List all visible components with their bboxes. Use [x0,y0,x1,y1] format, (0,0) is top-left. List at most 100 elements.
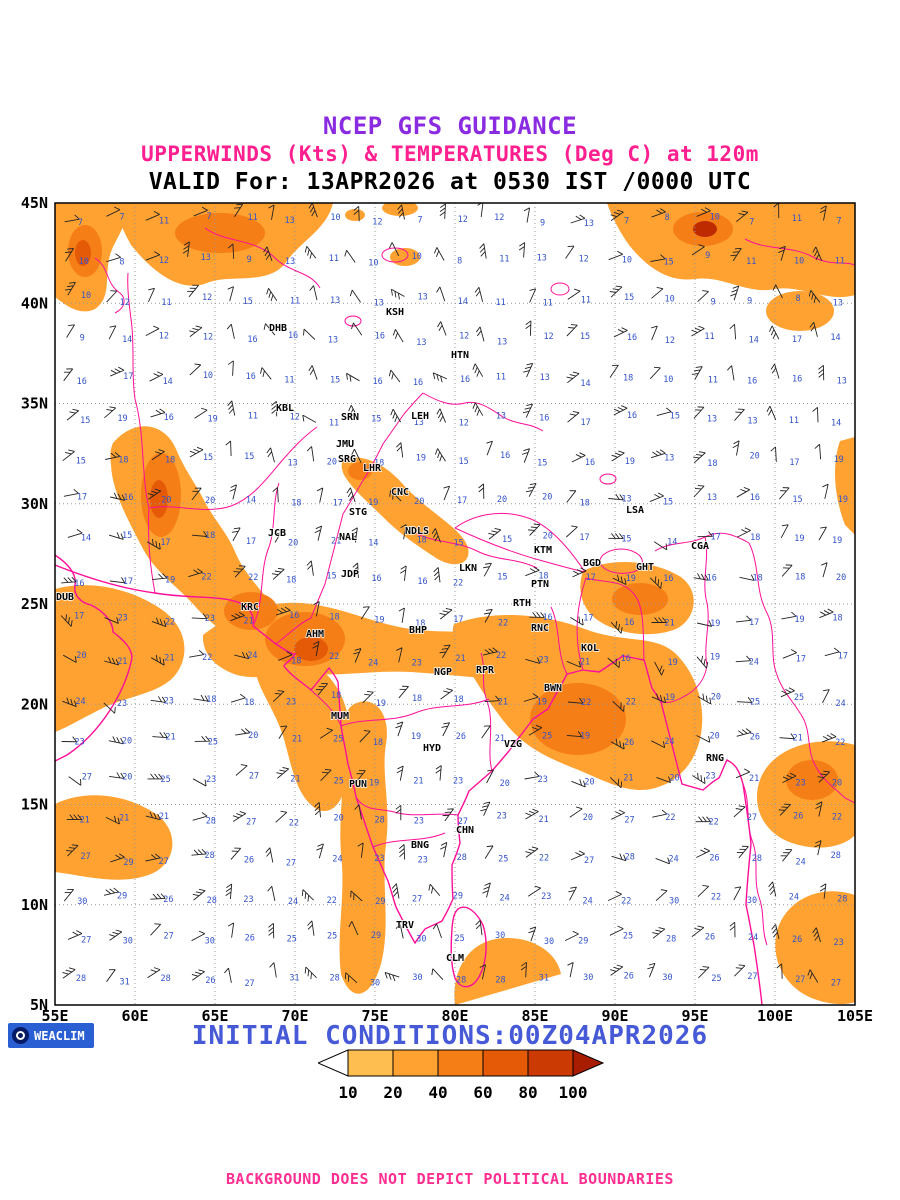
wind-barb [346,372,360,382]
temp-value: 29 [375,897,385,907]
wind-barb [152,731,168,739]
wind-barb [189,325,203,337]
wind-barb [523,362,534,378]
temp-value: 28 [456,976,466,986]
wind-barb [319,727,333,739]
wind-barb [260,367,272,380]
temp-value: 15 [80,416,90,426]
wind-barb [780,849,793,862]
temp-value: 15 [663,498,673,508]
wind-barb [697,693,712,705]
temp-value: 15 [76,457,86,467]
temp-value: 20 [583,813,593,823]
wind-barb [439,607,453,620]
wind-barb [384,972,400,982]
temp-value: 17 [246,537,256,547]
wind-barb [353,648,362,663]
wind-barb [736,728,752,737]
temp-value: 13 [287,458,297,468]
wind-barb [780,524,789,539]
contour-loop [599,473,617,485]
wind-barb [613,327,628,338]
wind-barb [527,885,542,897]
temp-value: 19 [794,615,804,625]
wind-barb [231,527,241,542]
wind-barb [191,969,205,981]
temp-value: 16 [288,331,298,341]
wind-barb [436,408,447,423]
wind-barb [265,847,274,863]
wind-barb [472,363,484,377]
temp-value: 29 [371,931,381,941]
wind-barb [475,326,485,342]
temp-value: 16 [246,372,256,382]
border-line [585,577,645,661]
temp-value: 20 [333,813,343,823]
border-line [147,426,318,594]
temp-value: 22 [201,573,211,583]
wind-barb [263,323,276,336]
wind-barb [655,857,671,865]
temp-value: 30 [495,931,505,941]
wind-barb [808,290,821,304]
wind-barb [442,808,454,822]
border-line [127,272,150,509]
station-label-lhr: LHR [363,463,382,474]
border-line [742,783,768,946]
temp-value: 22 [626,697,636,707]
wind-barb [570,214,586,224]
state-border [480,652,493,772]
temp-value: 21 [498,698,508,708]
temp-value: 18 [373,738,383,748]
temp-value: 16 [77,377,87,387]
temp-value: 15 [122,531,132,541]
wind-barb [66,814,83,821]
wind-barb [108,325,117,340]
temp-value: 23 [206,775,216,785]
temp-value: 7 [417,215,422,225]
lat-tick-label: 30N [21,495,48,513]
temp-value: 12 [202,293,212,303]
wind-barb [737,527,751,538]
temp-value: 28 [329,974,339,984]
wind-barb [739,574,755,581]
wind-barb [818,364,825,381]
temp-value: 9 [705,251,710,261]
temp-value: 22 [711,893,721,903]
wind-barb [435,448,446,462]
temp-value: 18 [118,456,128,466]
wind-barb [611,809,625,820]
wind-barb [314,802,321,818]
temp-value: 21 [117,657,127,667]
station-label-jmu: JMU [336,439,354,450]
station-label-rng: RNG [706,753,724,764]
wind-barb [348,921,359,936]
wind-barb [652,927,666,939]
temp-value: 30 [583,973,593,983]
lon-tick-label: 105E [837,1007,873,1025]
temp-value: 7 [836,217,841,227]
temp-value: 16 [707,574,717,584]
wind-barb [809,321,818,337]
wind-barb [388,369,401,383]
temp-value: 26 [624,971,634,981]
wind-barb [359,730,371,743]
wind-barb [193,206,208,217]
wind-barb [782,649,797,659]
temp-value: 24 [368,658,378,668]
wind-barb [64,281,76,296]
sri-lanka-coastline [450,906,487,988]
temp-value: 16 [621,654,631,664]
wind-barb [696,847,710,858]
lon-tick-label: 75E [361,1007,388,1025]
legend-segment [527,1049,574,1077]
wind-barb [189,363,202,376]
temp-value: 27 [159,857,169,867]
wind-barb [479,243,487,259]
temp-value: 18 [244,698,254,708]
temp-value: 23 [795,779,805,789]
temp-value: 16 [539,414,549,424]
wind-barb [529,611,545,618]
temp-value: 16 [627,333,637,343]
